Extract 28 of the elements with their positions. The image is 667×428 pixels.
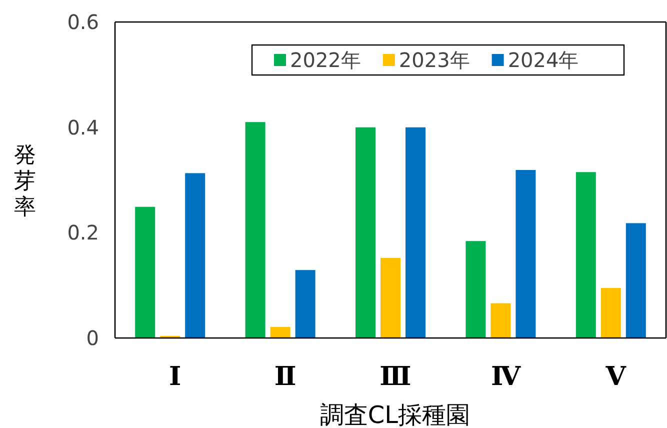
bar (295, 270, 316, 338)
x-tick-label: Ⅱ (274, 362, 296, 391)
bar (135, 206, 156, 338)
bar (406, 127, 426, 338)
bar (270, 326, 290, 338)
legend-label: 2022年 (290, 48, 361, 72)
bar (600, 288, 621, 338)
y-tick-label: 0 (86, 326, 99, 350)
bar (516, 170, 536, 338)
y-tick-label: 0.4 (67, 115, 99, 140)
bar (576, 172, 596, 338)
y-tick-label: 0.6 (67, 10, 99, 34)
legend-label: 2023年 (398, 48, 470, 72)
legend-label: 2024年 (508, 48, 579, 72)
y-tick-label: 0.2 (67, 220, 99, 245)
bar (245, 122, 266, 338)
bar (380, 258, 400, 338)
y-axis-title: 発芽率 (14, 143, 36, 220)
bar (466, 241, 486, 338)
x-tick-label: Ⅳ (490, 362, 521, 391)
x-tick-label: Ⅰ (169, 362, 182, 391)
bar (356, 127, 376, 338)
bar (626, 223, 646, 338)
x-tick-label: Ⅴ (604, 362, 627, 391)
x-tick-label: Ⅲ (380, 362, 412, 391)
x-axis-title: 調査CL採種園 (320, 401, 470, 428)
bar (185, 173, 206, 338)
bar (490, 303, 511, 338)
